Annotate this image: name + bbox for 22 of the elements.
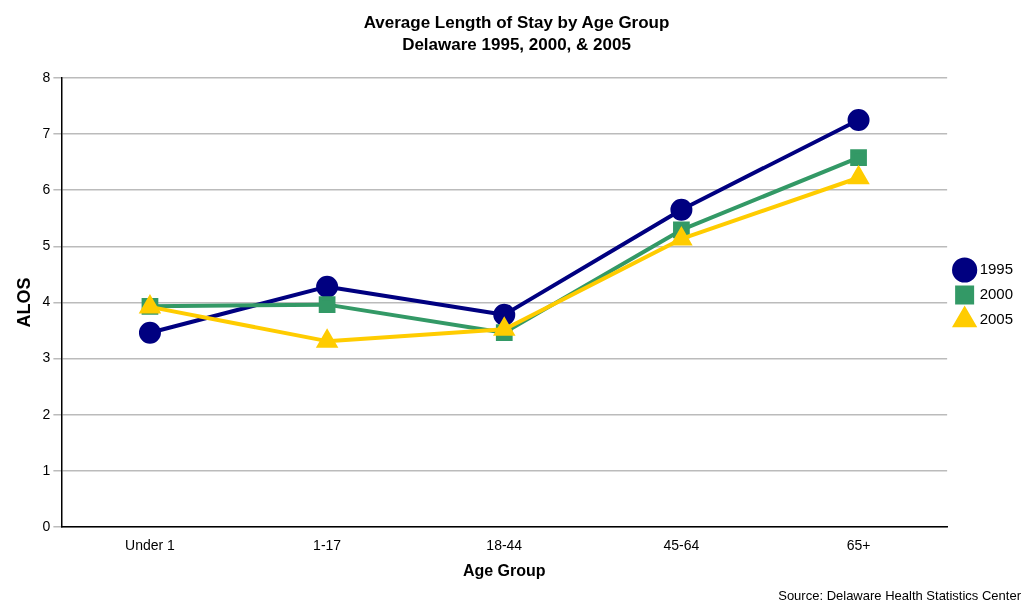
x-tick-label: 45-64 <box>663 537 700 554</box>
y-tick-label: 1 <box>42 461 51 478</box>
y-tick-label: 6 <box>42 180 51 197</box>
y-tick-label: 7 <box>42 124 51 141</box>
x-axis-title: Age Group <box>462 561 546 579</box>
y-tick-label: 0 <box>42 517 51 534</box>
y-tick-label: 8 <box>42 68 51 85</box>
legend-label: 2005 <box>979 310 1014 328</box>
x-tick-label: 1-17 <box>313 537 342 554</box>
x-tick-label: 65+ <box>846 537 871 554</box>
x-tick-label: Under 1 <box>125 537 176 554</box>
chart-subtitle: Delaware 1995, 2000, & 2005 <box>402 35 631 55</box>
chart-title: Average Length of Stay by Age Group <box>363 12 670 32</box>
y-tick-label: 4 <box>42 293 51 310</box>
legend-label: 1995 <box>979 260 1014 278</box>
y-axis-title: ALOS <box>13 277 34 328</box>
y-tick-label: 3 <box>42 349 51 366</box>
y-tick-label: 5 <box>42 237 51 254</box>
legend-label: 2000 <box>979 285 1014 303</box>
x-tick-label: 18-44 <box>486 537 523 554</box>
y-tick-label: 2 <box>42 405 51 422</box>
source-note: Source: Delaware Health Statistics Center <box>778 588 1021 603</box>
